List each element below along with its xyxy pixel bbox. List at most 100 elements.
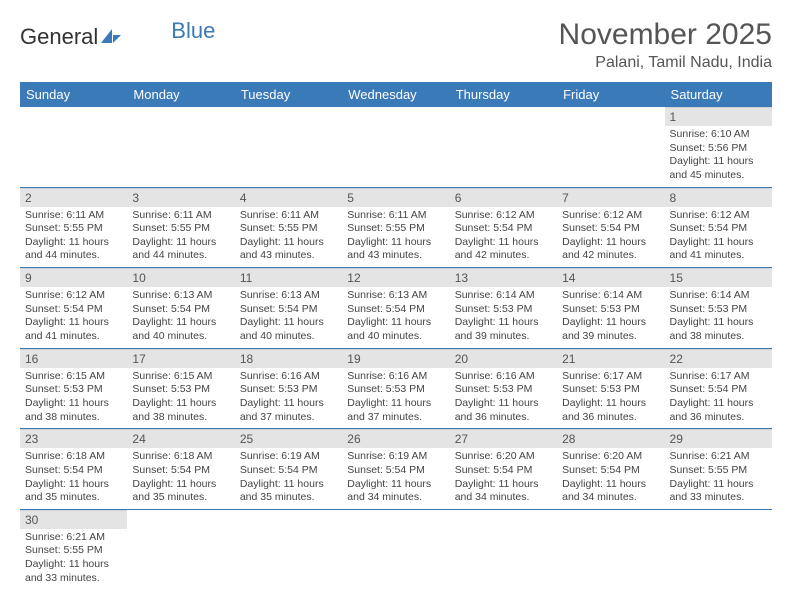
day-number: 20 [450, 349, 557, 368]
day-number: 2 [20, 188, 127, 207]
calendar-row: 2Sunrise: 6:11 AMSunset: 5:55 PMDaylight… [20, 187, 772, 268]
day-number: 24 [127, 429, 234, 448]
day-info: Sunrise: 6:13 AMSunset: 5:54 PMDaylight:… [342, 287, 449, 348]
day-number: 8 [665, 188, 772, 207]
calendar-cell-empty [665, 509, 772, 589]
calendar-cell: 11Sunrise: 6:13 AMSunset: 5:54 PMDayligh… [235, 268, 342, 349]
calendar-body: 1Sunrise: 6:10 AMSunset: 5:56 PMDaylight… [20, 107, 772, 589]
calendar-cell: 17Sunrise: 6:15 AMSunset: 5:53 PMDayligh… [127, 348, 234, 429]
calendar-cell: 25Sunrise: 6:19 AMSunset: 5:54 PMDayligh… [235, 429, 342, 510]
calendar-cell: 9Sunrise: 6:12 AMSunset: 5:54 PMDaylight… [20, 268, 127, 349]
day-info: Sunrise: 6:11 AMSunset: 5:55 PMDaylight:… [20, 207, 127, 268]
day-info: Sunrise: 6:17 AMSunset: 5:54 PMDaylight:… [665, 368, 772, 429]
day-info: Sunrise: 6:16 AMSunset: 5:53 PMDaylight:… [235, 368, 342, 429]
day-number: 4 [235, 188, 342, 207]
day-info: Sunrise: 6:11 AMSunset: 5:55 PMDaylight:… [235, 207, 342, 268]
day-info: Sunrise: 6:14 AMSunset: 5:53 PMDaylight:… [665, 287, 772, 348]
calendar-cell: 24Sunrise: 6:18 AMSunset: 5:54 PMDayligh… [127, 429, 234, 510]
day-number: 9 [20, 268, 127, 287]
calendar-cell-empty [450, 107, 557, 187]
day-info: Sunrise: 6:13 AMSunset: 5:54 PMDaylight:… [127, 287, 234, 348]
weekday-header-row: SundayMondayTuesdayWednesdayThursdayFrid… [20, 82, 772, 107]
calendar-cell: 3Sunrise: 6:11 AMSunset: 5:55 PMDaylight… [127, 187, 234, 268]
weekday-header: Sunday [20, 82, 127, 107]
day-info: Sunrise: 6:16 AMSunset: 5:53 PMDaylight:… [342, 368, 449, 429]
calendar-cell-empty [342, 107, 449, 187]
calendar-cell: 20Sunrise: 6:16 AMSunset: 5:53 PMDayligh… [450, 348, 557, 429]
calendar-row: 30Sunrise: 6:21 AMSunset: 5:55 PMDayligh… [20, 509, 772, 589]
calendar-cell-empty [20, 107, 127, 187]
calendar-cell-empty [127, 107, 234, 187]
calendar-cell: 2Sunrise: 6:11 AMSunset: 5:55 PMDaylight… [20, 187, 127, 268]
calendar-cell: 16Sunrise: 6:15 AMSunset: 5:53 PMDayligh… [20, 348, 127, 429]
calendar-cell-empty [235, 107, 342, 187]
calendar-row: 9Sunrise: 6:12 AMSunset: 5:54 PMDaylight… [20, 268, 772, 349]
day-info: Sunrise: 6:16 AMSunset: 5:53 PMDaylight:… [450, 368, 557, 429]
calendar-cell: 30Sunrise: 6:21 AMSunset: 5:55 PMDayligh… [20, 509, 127, 589]
day-number: 18 [235, 349, 342, 368]
weekday-header: Friday [557, 82, 664, 107]
day-info: Sunrise: 6:15 AMSunset: 5:53 PMDaylight:… [20, 368, 127, 429]
logo: General Blue [20, 24, 215, 50]
calendar-cell: 29Sunrise: 6:21 AMSunset: 5:55 PMDayligh… [665, 429, 772, 510]
calendar-cell: 21Sunrise: 6:17 AMSunset: 5:53 PMDayligh… [557, 348, 664, 429]
day-number: 29 [665, 429, 772, 448]
calendar-row: 23Sunrise: 6:18 AMSunset: 5:54 PMDayligh… [20, 429, 772, 510]
day-number: 25 [235, 429, 342, 448]
day-info: Sunrise: 6:18 AMSunset: 5:54 PMDaylight:… [20, 448, 127, 509]
logo-text-general: General [20, 24, 98, 50]
day-info: Sunrise: 6:12 AMSunset: 5:54 PMDaylight:… [665, 207, 772, 268]
day-info: Sunrise: 6:21 AMSunset: 5:55 PMDaylight:… [20, 529, 127, 590]
day-number: 23 [20, 429, 127, 448]
day-number: 1 [665, 107, 772, 126]
day-info: Sunrise: 6:14 AMSunset: 5:53 PMDaylight:… [450, 287, 557, 348]
day-number: 10 [127, 268, 234, 287]
calendar-cell: 7Sunrise: 6:12 AMSunset: 5:54 PMDaylight… [557, 187, 664, 268]
calendar-row: 16Sunrise: 6:15 AMSunset: 5:53 PMDayligh… [20, 348, 772, 429]
day-info: Sunrise: 6:20 AMSunset: 5:54 PMDaylight:… [557, 448, 664, 509]
calendar-cell: 8Sunrise: 6:12 AMSunset: 5:54 PMDaylight… [665, 187, 772, 268]
day-info: Sunrise: 6:21 AMSunset: 5:55 PMDaylight:… [665, 448, 772, 509]
calendar-cell: 27Sunrise: 6:20 AMSunset: 5:54 PMDayligh… [450, 429, 557, 510]
header: General Blue November 2025 Palani, Tamil… [20, 18, 772, 72]
day-info: Sunrise: 6:17 AMSunset: 5:53 PMDaylight:… [557, 368, 664, 429]
calendar-cell: 26Sunrise: 6:19 AMSunset: 5:54 PMDayligh… [342, 429, 449, 510]
month-title: November 2025 [559, 18, 772, 52]
calendar-cell-empty [450, 509, 557, 589]
day-number: 12 [342, 268, 449, 287]
day-info: Sunrise: 6:14 AMSunset: 5:53 PMDaylight:… [557, 287, 664, 348]
calendar-cell: 10Sunrise: 6:13 AMSunset: 5:54 PMDayligh… [127, 268, 234, 349]
day-info: Sunrise: 6:11 AMSunset: 5:55 PMDaylight:… [342, 207, 449, 268]
weekday-header: Monday [127, 82, 234, 107]
calendar-cell: 1Sunrise: 6:10 AMSunset: 5:56 PMDaylight… [665, 107, 772, 187]
calendar-table: SundayMondayTuesdayWednesdayThursdayFrid… [20, 82, 772, 589]
calendar-cell-empty [557, 107, 664, 187]
calendar-cell-empty [342, 509, 449, 589]
day-info: Sunrise: 6:10 AMSunset: 5:56 PMDaylight:… [665, 126, 772, 187]
day-number: 3 [127, 188, 234, 207]
day-number: 22 [665, 349, 772, 368]
weekday-header: Thursday [450, 82, 557, 107]
day-number: 5 [342, 188, 449, 207]
day-number: 26 [342, 429, 449, 448]
calendar-row: 1Sunrise: 6:10 AMSunset: 5:56 PMDaylight… [20, 107, 772, 187]
logo-text-blue: Blue [171, 18, 215, 44]
weekday-header: Wednesday [342, 82, 449, 107]
calendar-cell: 22Sunrise: 6:17 AMSunset: 5:54 PMDayligh… [665, 348, 772, 429]
day-info: Sunrise: 6:20 AMSunset: 5:54 PMDaylight:… [450, 448, 557, 509]
title-block: November 2025 Palani, Tamil Nadu, India [559, 18, 772, 72]
calendar-cell: 19Sunrise: 6:16 AMSunset: 5:53 PMDayligh… [342, 348, 449, 429]
calendar-cell: 5Sunrise: 6:11 AMSunset: 5:55 PMDaylight… [342, 187, 449, 268]
day-info: Sunrise: 6:19 AMSunset: 5:54 PMDaylight:… [342, 448, 449, 509]
day-number: 14 [557, 268, 664, 287]
weekday-header: Tuesday [235, 82, 342, 107]
day-number: 21 [557, 349, 664, 368]
weekday-header: Saturday [665, 82, 772, 107]
calendar-cell-empty [557, 509, 664, 589]
day-number: 16 [20, 349, 127, 368]
day-number: 19 [342, 349, 449, 368]
day-number: 28 [557, 429, 664, 448]
day-number: 30 [20, 510, 127, 529]
calendar-cell: 15Sunrise: 6:14 AMSunset: 5:53 PMDayligh… [665, 268, 772, 349]
day-info: Sunrise: 6:11 AMSunset: 5:55 PMDaylight:… [127, 207, 234, 268]
